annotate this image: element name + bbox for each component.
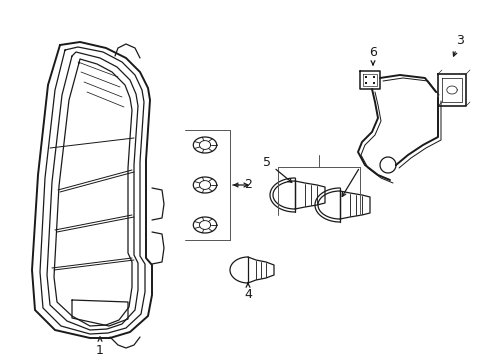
Text: 2: 2 [234, 179, 251, 192]
Text: 6: 6 [368, 45, 376, 65]
Text: 1: 1 [96, 337, 104, 356]
Text: 4: 4 [244, 283, 251, 302]
Text: 3: 3 [452, 33, 463, 56]
Text: 5: 5 [263, 156, 291, 183]
